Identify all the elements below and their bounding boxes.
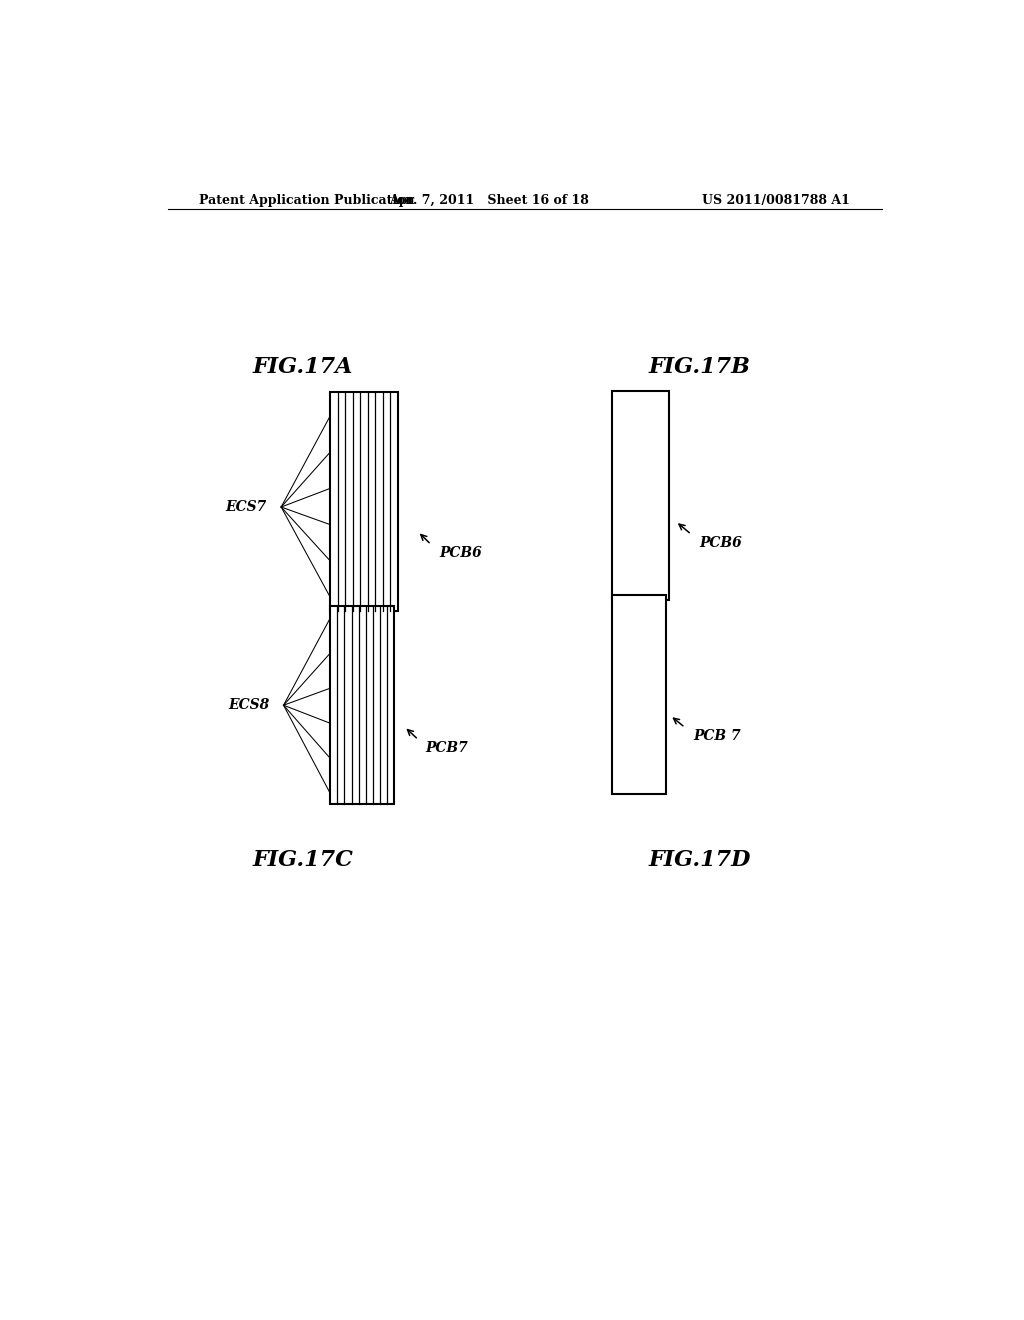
Text: PCB7: PCB7 bbox=[426, 741, 468, 755]
Text: ECS8: ECS8 bbox=[228, 698, 269, 713]
Text: PCB6: PCB6 bbox=[439, 545, 482, 560]
Text: Apr. 7, 2011   Sheet 16 of 18: Apr. 7, 2011 Sheet 16 of 18 bbox=[389, 194, 589, 206]
Text: PCB 7: PCB 7 bbox=[693, 729, 740, 743]
Text: Patent Application Publication: Patent Application Publication bbox=[200, 194, 415, 206]
Bar bbox=[612, 391, 670, 599]
Bar bbox=[331, 606, 394, 804]
Text: FIG.17D: FIG.17D bbox=[648, 849, 751, 871]
Text: ECS7: ECS7 bbox=[225, 500, 267, 513]
Text: FIG.17A: FIG.17A bbox=[252, 356, 353, 378]
Text: PCB6: PCB6 bbox=[699, 536, 742, 549]
Text: US 2011/0081788 A1: US 2011/0081788 A1 bbox=[702, 194, 850, 206]
Text: FIG.17B: FIG.17B bbox=[648, 356, 751, 378]
Bar bbox=[331, 392, 398, 611]
Bar bbox=[612, 595, 666, 793]
Text: FIG.17C: FIG.17C bbox=[252, 849, 353, 871]
